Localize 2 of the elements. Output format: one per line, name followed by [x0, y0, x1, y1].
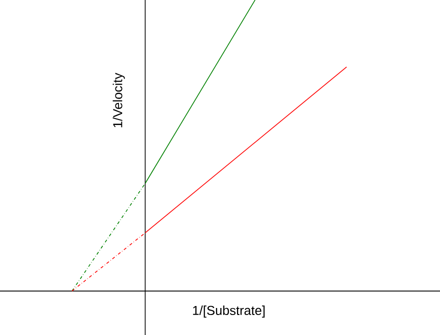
y-axis-title: 1/Velocity	[112, 72, 125, 128]
x-axis-title: 1/[Substrate]	[193, 306, 265, 318]
